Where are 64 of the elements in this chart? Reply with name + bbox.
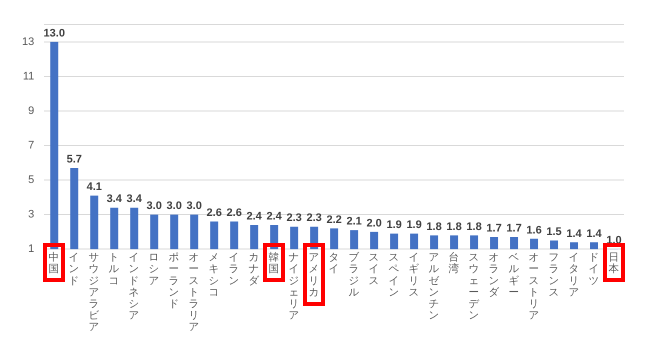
data-label: 3.4	[106, 193, 123, 206]
x-tick-label: アメリカ	[308, 252, 320, 298]
data-label: 1.4	[586, 228, 603, 240]
x-tick-label: 韓国	[268, 250, 280, 276]
x-tick-label: 日本	[608, 252, 620, 276]
data-label: 1.9	[386, 219, 402, 232]
data-label: 2.4	[266, 210, 283, 222]
x-tick-label: スウェーデン	[468, 252, 481, 322]
x-tick-label: ブラジル	[348, 250, 361, 298]
data-label: 2.3	[306, 212, 322, 224]
data-label: 2.6	[226, 207, 242, 220]
data-label: 1.8	[426, 220, 442, 233]
data-label: 3.0	[146, 200, 162, 212]
x-tick-label: インドネシア	[128, 252, 140, 322]
x-tick-label: ナイジェリア	[288, 252, 300, 322]
x-tick-label: アルゼンチン	[428, 252, 441, 322]
data-label: 2.1	[346, 216, 362, 228]
data-label: 2.4	[246, 210, 263, 222]
x-tick-label: イラン	[228, 252, 240, 287]
data-label: 1.6	[526, 224, 542, 236]
y-tick-label: 9	[28, 104, 34, 117]
x-tick-label: オーストリア	[528, 252, 540, 322]
x-tick-label: ベルギー	[508, 252, 520, 298]
x-tick-label: タイ	[328, 252, 340, 276]
data-label: 3.4	[126, 193, 143, 206]
x-tick-label: オーストラリア	[188, 252, 200, 333]
x-tick-label: 台湾	[448, 250, 460, 276]
data-label: 1.7	[486, 222, 502, 235]
data-label: 3.0	[166, 200, 182, 212]
data-label: 1.8	[466, 220, 482, 233]
x-tick-label: フランス	[548, 252, 560, 298]
x-tick-label: オランダ	[488, 252, 501, 298]
data-label: 1.4	[566, 228, 583, 240]
data-label: 1.5	[546, 226, 562, 238]
data-label: 1.8	[446, 220, 462, 233]
data-label: 2.6	[206, 207, 222, 220]
x-tick-label: スイス	[368, 252, 380, 287]
x-tick-label: カナダ	[248, 252, 261, 287]
x-tick-label: メキシコ	[208, 252, 220, 298]
x-tick-label: イタリア	[568, 252, 580, 298]
data-label: 2.2	[326, 214, 342, 226]
x-tick-label: サウジアラビア	[88, 252, 101, 333]
data-label: 13.0	[44, 27, 65, 40]
data-label: 3.0	[186, 200, 202, 212]
x-tick-label: イギリス	[408, 252, 420, 298]
data-label: 2.3	[286, 212, 302, 224]
y-tick-label: 7	[28, 140, 34, 152]
y-tick-label: 11	[22, 70, 34, 82]
y-tick-label: 13	[22, 36, 34, 48]
x-tick-label: ポーランド	[168, 252, 180, 310]
data-label: 1.7	[506, 222, 522, 235]
data-label: 4.1	[86, 181, 102, 194]
x-tick-label: ロシア	[148, 252, 160, 287]
data-label: 2.0	[366, 217, 382, 230]
y-tick-label: 1	[28, 243, 34, 256]
x-tick-label: スペイン	[388, 252, 400, 298]
x-tick-label: ドイツ	[588, 252, 600, 287]
y-tick-label: 5	[28, 174, 34, 186]
y-tick-label: 3	[28, 208, 34, 221]
x-tick-label: 中国	[48, 250, 60, 276]
x-tick-label: トルコ	[108, 252, 120, 287]
data-label: 5.7	[66, 154, 82, 166]
data-label: 1.9	[406, 219, 422, 232]
x-tick-label: インド	[68, 252, 80, 287]
